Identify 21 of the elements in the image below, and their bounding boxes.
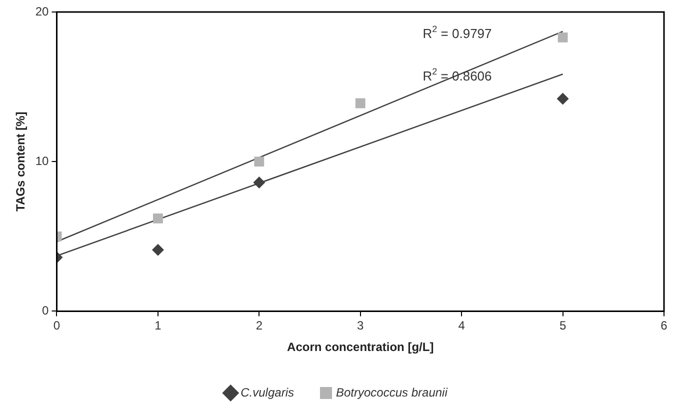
point	[558, 32, 568, 42]
point	[556, 92, 569, 105]
x-tick-label: 3	[357, 318, 364, 333]
x-tick-label: 6	[660, 318, 668, 333]
y-tick-label: 20	[35, 4, 50, 18]
y-axis-title: TAGs content [%]	[14, 112, 28, 212]
x-tick-label: 1	[154, 318, 162, 333]
point	[355, 98, 366, 108]
point	[254, 156, 264, 167]
x-tick-label: 0	[53, 318, 60, 333]
x-tick-label: 5	[559, 318, 566, 333]
x-axis-title: Acorn concentration [g/L]	[287, 340, 434, 354]
point	[153, 214, 163, 224]
x-tick-label: 2	[256, 318, 263, 333]
point	[253, 176, 266, 189]
legend-label: Botryococcus braunii	[336, 385, 448, 400]
point	[152, 244, 164, 256]
legend-label: C.vulgaris	[240, 385, 294, 400]
y-tick-label: 0	[42, 304, 50, 318]
y-tick-label: 10	[35, 154, 50, 168]
x-tick-label: 4	[458, 318, 466, 333]
